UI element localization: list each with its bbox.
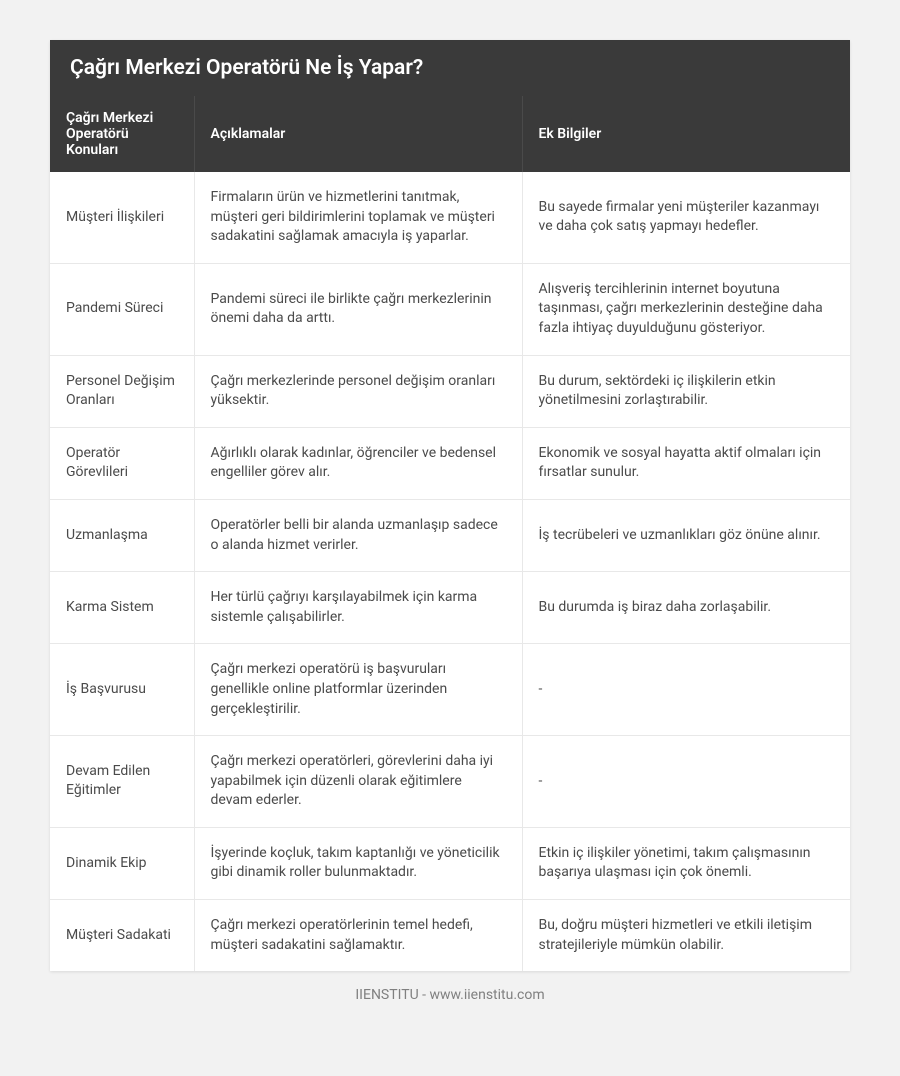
table-container: Çağrı Merkezi Operatörü Ne İş Yapar? Çağ… bbox=[50, 40, 850, 971]
cell-desc: Çağrı merkezlerinde personel değişim ora… bbox=[194, 355, 522, 427]
table-row: Personel Değişim Oranları Çağrı merkezle… bbox=[50, 355, 850, 427]
cell-extra: Bu sayede firmalar yeni müşteriler kazan… bbox=[522, 172, 850, 263]
cell-extra: Bu durumda iş biraz daha zorlaşabilir. bbox=[522, 572, 850, 644]
cell-extra: Etkin iç ilişkiler yönetimi, takım çalış… bbox=[522, 827, 850, 899]
cell-extra: - bbox=[522, 736, 850, 828]
col-header-topic: Çağrı Merkezi Operatörü Konuları bbox=[50, 96, 194, 172]
cell-desc: Pandemi süreci ile birlikte çağrı merkez… bbox=[194, 263, 522, 355]
cell-topic: Uzmanlaşma bbox=[50, 499, 194, 571]
col-header-desc: Açıklamalar bbox=[194, 96, 522, 172]
cell-extra: Bu durum, sektördeki iç ilişkilerin etki… bbox=[522, 355, 850, 427]
footer-text: IIENSTITU - www.iienstitu.com bbox=[50, 971, 850, 1003]
table-row: Pandemi Süreci Pandemi süreci ile birlik… bbox=[50, 263, 850, 355]
table-row: Dinamik Ekip İşyerinde koçluk, takım kap… bbox=[50, 827, 850, 899]
cell-topic: Devam Edilen Eğitimler bbox=[50, 736, 194, 828]
page-title: Çağrı Merkezi Operatörü Ne İş Yapar? bbox=[50, 40, 850, 96]
cell-desc: Firmaların ürün ve hizmetlerini tanıtmak… bbox=[194, 172, 522, 263]
table-row: Müşteri İlişkileri Firmaların ürün ve hi… bbox=[50, 172, 850, 263]
cell-extra: Ekonomik ve sosyal hayatta aktif olmalar… bbox=[522, 427, 850, 499]
cell-desc: Her türlü çağrıyı karşılayabilmek için k… bbox=[194, 572, 522, 644]
cell-desc: İşyerinde koçluk, takım kaptanlığı ve yö… bbox=[194, 827, 522, 899]
table-row: Devam Edilen Eğitimler Çağrı merkezi ope… bbox=[50, 736, 850, 828]
cell-extra: Bu, doğru müşteri hizmetleri ve etkili i… bbox=[522, 900, 850, 972]
table-row: Operatör Görevlileri Ağırlıklı olarak ka… bbox=[50, 427, 850, 499]
table-row: Müşteri Sadakati Çağrı merkezi operatörl… bbox=[50, 900, 850, 972]
header-row: Çağrı Merkezi Operatörü Konuları Açıklam… bbox=[50, 96, 850, 172]
cell-topic: Operatör Görevlileri bbox=[50, 427, 194, 499]
cell-topic: Karma Sistem bbox=[50, 572, 194, 644]
table-row: Karma Sistem Her türlü çağrıyı karşılaya… bbox=[50, 572, 850, 644]
cell-extra: Alışveriş tercihlerinin internet boyutun… bbox=[522, 263, 850, 355]
col-header-extra: Ek Bilgiler bbox=[522, 96, 850, 172]
cell-topic: İş Başvurusu bbox=[50, 644, 194, 736]
cell-topic: Dinamik Ekip bbox=[50, 827, 194, 899]
cell-extra: İş tecrübeleri ve uzmanlıkları göz önüne… bbox=[522, 499, 850, 571]
cell-extra: - bbox=[522, 644, 850, 736]
table-body: Müşteri İlişkileri Firmaların ürün ve hi… bbox=[50, 172, 850, 971]
cell-desc: Çağrı merkezi operatörlerinin temel hede… bbox=[194, 900, 522, 972]
cell-desc: Çağrı merkezi operatörleri, görevlerini … bbox=[194, 736, 522, 828]
cell-topic: Pandemi Süreci bbox=[50, 263, 194, 355]
cell-desc: Operatörler belli bir alanda uzmanlaşıp … bbox=[194, 499, 522, 571]
table-row: İş Başvurusu Çağrı merkezi operatörü iş … bbox=[50, 644, 850, 736]
data-table: Çağrı Merkezi Operatörü Konuları Açıklam… bbox=[50, 96, 850, 971]
cell-topic: Müşteri İlişkileri bbox=[50, 172, 194, 263]
cell-topic: Personel Değişim Oranları bbox=[50, 355, 194, 427]
cell-topic: Müşteri Sadakati bbox=[50, 900, 194, 972]
table-row: Uzmanlaşma Operatörler belli bir alanda … bbox=[50, 499, 850, 571]
cell-desc: Çağrı merkezi operatörü iş başvuruları g… bbox=[194, 644, 522, 736]
cell-desc: Ağırlıklı olarak kadınlar, öğrenciler ve… bbox=[194, 427, 522, 499]
